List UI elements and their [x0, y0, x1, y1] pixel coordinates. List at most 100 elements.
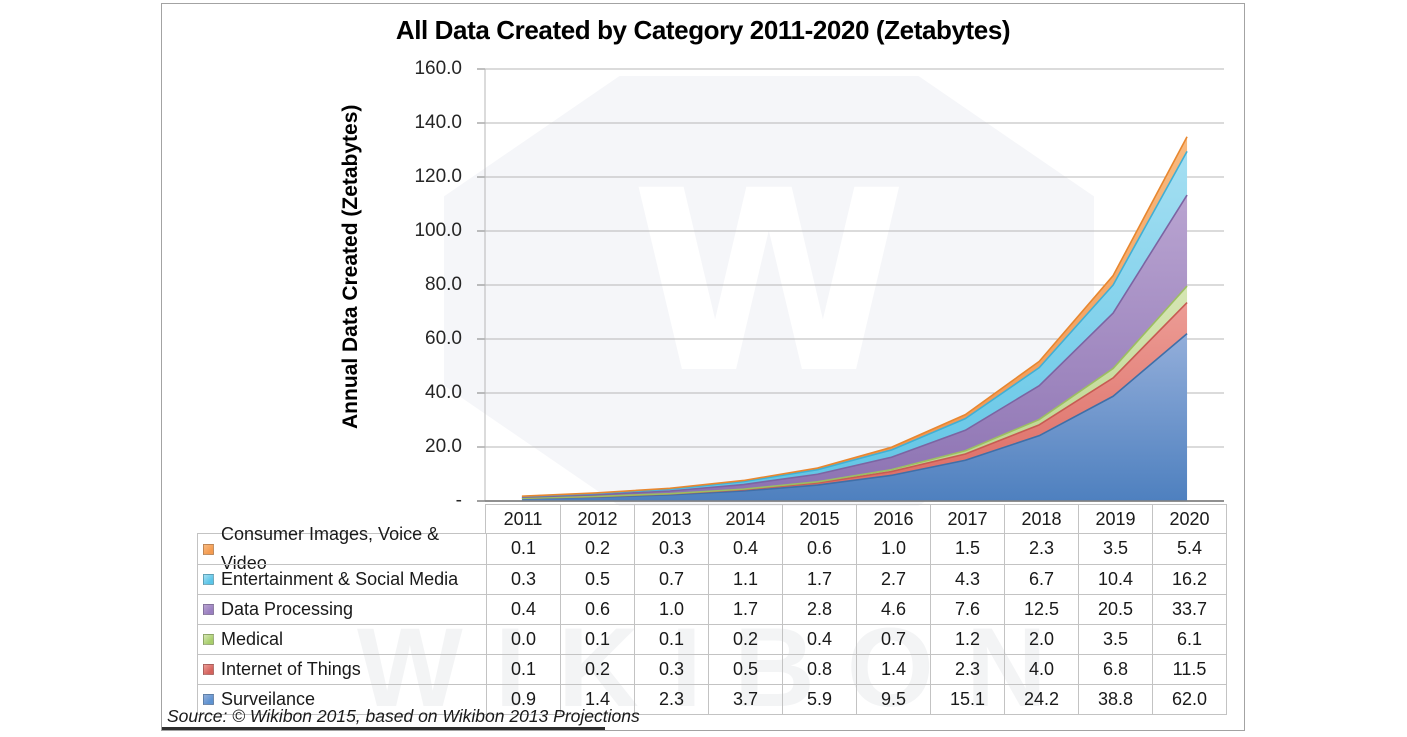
- legend-swatch-icon: [203, 574, 214, 585]
- value-cell: 3.7: [708, 684, 782, 714]
- area-band: [521, 195, 1188, 499]
- value-cell: 0.3: [486, 564, 560, 594]
- wikibon-text-watermark: WIKIBON: [357, 605, 1079, 730]
- value-cell: 15.1: [930, 684, 1004, 714]
- value-cell: 0.4: [782, 624, 856, 654]
- year-header-cell: 2013: [634, 505, 708, 533]
- value-cell: 10.4: [1078, 564, 1152, 594]
- legend-label: Entertainment & Social Media: [221, 569, 459, 589]
- value-cell: 0.8: [782, 654, 856, 684]
- value-cell: 2.3: [930, 654, 1004, 684]
- area-band-edge: [521, 285, 1188, 500]
- y-axis-tick-label: 140.0: [414, 112, 462, 133]
- year-header-cell: 2019: [1078, 505, 1152, 533]
- legend-label: Consumer Images, Voice & Video: [221, 524, 440, 573]
- value-cell: 0.1: [634, 624, 708, 654]
- value-cell: 2.8: [782, 594, 856, 624]
- value-cell: 3.5: [1078, 534, 1152, 564]
- legend-swatch-icon: [203, 604, 214, 615]
- year-header-cell: 2015: [782, 505, 856, 533]
- value-cell: 11.5: [1152, 654, 1226, 684]
- value-cell: 1.0: [634, 594, 708, 624]
- legend-cell: Internet of Things: [198, 654, 486, 684]
- value-cell: 62.0: [1152, 684, 1226, 714]
- legend-cell: Entertainment & Social Media: [198, 564, 486, 594]
- value-cell: 33.7: [1152, 594, 1226, 624]
- value-cell: 2.3: [634, 684, 708, 714]
- value-cell: 0.1: [560, 624, 634, 654]
- value-cell: 0.2: [560, 534, 634, 564]
- value-cell: 3.5: [1078, 624, 1152, 654]
- year-header-cell: 2012: [560, 505, 634, 533]
- value-cell: 0.0: [486, 624, 560, 654]
- y-axis-tick-labels: 160.0 140.0 120.0 100.0 80.0 60.0 40.0 20.0 -: [358, 4, 462, 524]
- wikibon-w-logo-icon: W: [631, 137, 907, 428]
- value-cell: 0.6: [782, 534, 856, 564]
- legend-cell: Data Processing: [198, 594, 486, 624]
- value-cell: 6.7: [1004, 564, 1078, 594]
- legend-swatch-icon: [203, 634, 214, 645]
- value-cell: 0.6: [560, 594, 634, 624]
- value-cell: 4.0: [1004, 654, 1078, 684]
- value-cell: 1.4: [560, 684, 634, 714]
- value-cell: 0.4: [708, 534, 782, 564]
- chart-title: All Data Created by Category 2011-2020 (…: [395, 15, 1011, 45]
- value-cell: 4.3: [930, 564, 1004, 594]
- value-cell: 6.8: [1078, 654, 1152, 684]
- legend-cell: Consumer Images, Voice & Video: [198, 524, 486, 573]
- value-cell: 4.6: [856, 594, 930, 624]
- value-cell: 5.4: [1152, 534, 1226, 564]
- legend-cell: Surveilance: [198, 684, 486, 714]
- value-cell: 1.5: [930, 534, 1004, 564]
- year-header-cell: 2020: [1152, 505, 1226, 533]
- value-cell: 0.7: [856, 624, 930, 654]
- value-cell: 38.8: [1078, 684, 1152, 714]
- value-cell: 1.7: [708, 594, 782, 624]
- value-cell: 0.3: [634, 654, 708, 684]
- y-axis-tick-label: 100.0: [414, 220, 462, 241]
- y-axis-tick-label: 20.0: [425, 436, 462, 457]
- legend-label: Data Processing: [221, 599, 354, 619]
- area-band-edge: [521, 136, 1188, 497]
- source-note: Source: © Wikibon 2015, based on Wikibon…: [162, 707, 640, 730]
- y-axis-tick-label: 160.0: [414, 58, 462, 79]
- value-cell: 0.3: [634, 534, 708, 564]
- legend-swatch-icon: [203, 543, 214, 555]
- stacked-area-plot: [477, 68, 1224, 502]
- area-band-edge: [521, 194, 1188, 499]
- value-cell: 5.9: [782, 684, 856, 714]
- legend-label: Medical: [221, 629, 284, 649]
- value-cell: 0.5: [560, 564, 634, 594]
- year-header-cell: 2016: [856, 505, 930, 533]
- value-cell: 0.9: [486, 684, 560, 714]
- value-cell: 2.7: [856, 564, 930, 594]
- year-header-cell: 2011: [503, 509, 543, 529]
- y-axis-tick-label: 60.0: [425, 328, 462, 349]
- legend-swatch-icon: [203, 694, 214, 705]
- chart-frame: W WIKIBON All Data Created by Category 2…: [161, 3, 1245, 731]
- value-cell: 1.7: [782, 564, 856, 594]
- y-axis-tick-label: -: [455, 490, 462, 511]
- value-cell: 2.3: [1004, 534, 1078, 564]
- value-cell: 0.2: [708, 624, 782, 654]
- legend-cell: Medical: [198, 624, 486, 654]
- value-cell: 0.4: [486, 594, 560, 624]
- legend-label: Surveilance: [221, 689, 316, 709]
- year-header-cell: 2014: [708, 505, 782, 533]
- value-cell: 7.6: [930, 594, 1004, 624]
- legend-swatch-icon: [203, 664, 214, 675]
- table-year-header-row: 2011 2012 2013 2014 2015 2016 2017 2018 2019 2020: [485, 504, 1227, 534]
- wikibon-hexagon-watermark: W: [444, 76, 1094, 506]
- value-cell: 0.1: [486, 654, 560, 684]
- area-band: [521, 333, 1188, 501]
- value-cell: 1.1: [708, 564, 782, 594]
- value-cell: 1.4: [856, 654, 930, 684]
- value-cell: 2.0: [1004, 624, 1078, 654]
- value-cell: 24.2: [1004, 684, 1078, 714]
- year-header-cell: 2018: [1004, 505, 1078, 533]
- y-axis-tick-label: 40.0: [425, 382, 462, 403]
- value-cell: 0.2: [560, 654, 634, 684]
- data-table: Consumer Images, Voice & Video 0.1 0.2 0.3 0…: [197, 524, 1227, 715]
- value-cell: 0.5: [708, 654, 782, 684]
